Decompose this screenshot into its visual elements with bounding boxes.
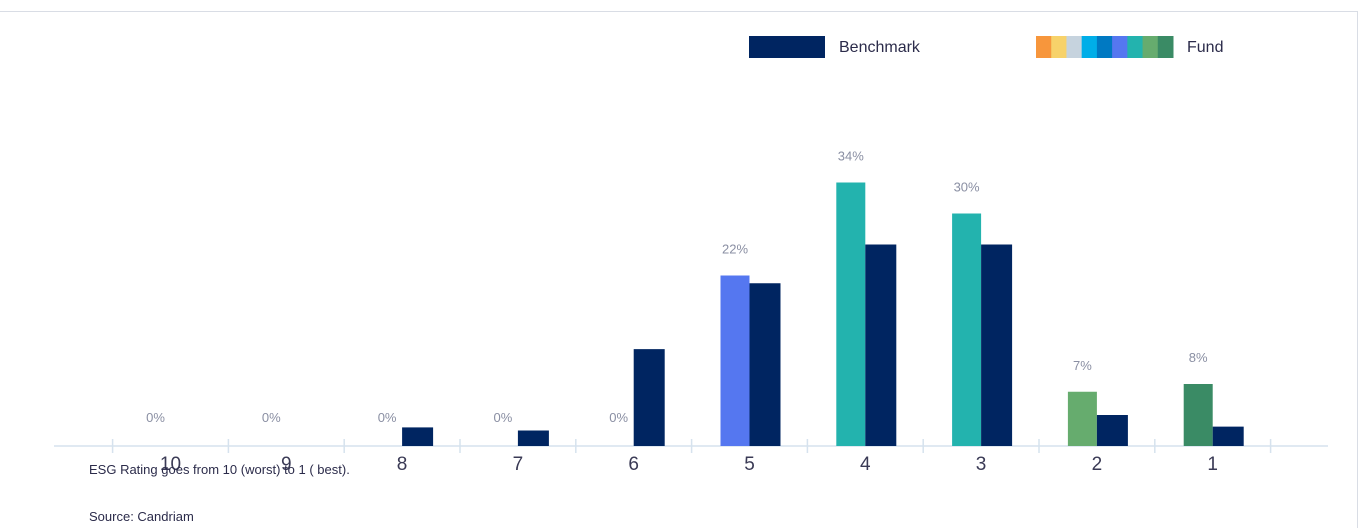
chart-legend: Benchmark Fund — [749, 36, 1223, 58]
x-tick-label: 1 — [1207, 454, 1218, 475]
x-axis — [54, 439, 1328, 453]
legend-fund-swatch-segment — [1112, 36, 1128, 58]
x-tick-label: 3 — [976, 454, 987, 475]
x-tick-label: 4 — [860, 454, 871, 475]
bars-layer — [402, 182, 1244, 446]
legend-fund-swatch-segment — [1142, 36, 1159, 58]
legend-benchmark-swatch — [749, 36, 825, 58]
legend-fund-label: Fund — [1187, 39, 1223, 56]
legend-fund-swatch-segment — [1096, 36, 1113, 58]
fund-bar — [952, 213, 982, 446]
rating-scale-note: ESG Rating goes from 10 (worst) to 1 ( b… — [89, 462, 350, 477]
fund-value-label: 30% — [954, 180, 980, 195]
fund-value-label: 0% — [609, 410, 628, 425]
benchmark-bar — [749, 283, 781, 446]
legend-fund-swatch-segment — [1051, 36, 1067, 58]
legend-fund-swatch — [1036, 36, 1174, 58]
x-tick-label: 2 — [1092, 454, 1103, 475]
fund-value-label: 0% — [378, 410, 397, 425]
fund-value-label: 8% — [1189, 350, 1208, 365]
fund-value-label: 22% — [722, 242, 748, 257]
benchmark-bar — [865, 244, 897, 446]
labels-layer: 10 0% 9 0% 8 0% 7 0% 6 0% 5 22% 4 34% 3 30% 2 7% 1 8% — [146, 149, 1218, 476]
x-tick-label: 8 — [397, 454, 408, 475]
chart-frame — [0, 11, 1358, 528]
fund-bar — [836, 182, 866, 446]
fund-bar — [1067, 391, 1097, 446]
fund-value-label: 7% — [1073, 358, 1092, 373]
benchmark-bar — [517, 430, 549, 446]
legend-fund-swatch-segment — [1081, 36, 1098, 58]
benchmark-bar — [1096, 415, 1128, 446]
x-tick-label: 10 — [160, 454, 181, 475]
legend-fund-swatch-segment — [1066, 36, 1083, 58]
benchmark-bar — [633, 349, 665, 446]
fund-value-label: 0% — [146, 410, 165, 425]
benchmark-bar — [1212, 426, 1244, 446]
benchmark-bar — [402, 427, 434, 446]
legend-fund-swatch-segment — [1036, 36, 1052, 58]
fund-value-label: 34% — [838, 149, 864, 164]
x-tick-label: 9 — [281, 454, 292, 475]
fund-bar — [1183, 384, 1213, 446]
source-note: Source: Candriam — [89, 509, 194, 524]
fund-bar — [720, 275, 750, 446]
legend-benchmark-label: Benchmark — [839, 39, 921, 56]
x-tick-label: 5 — [744, 454, 755, 475]
x-tick-label: 7 — [513, 454, 524, 475]
legend-fund-swatch-segment — [1127, 36, 1144, 58]
x-tick-label: 6 — [628, 454, 639, 475]
benchmark-bar — [981, 244, 1013, 446]
fund-value-label: 0% — [494, 410, 513, 425]
legend-fund-swatch-segment — [1157, 36, 1174, 58]
fund-value-label: 0% — [262, 410, 281, 425]
